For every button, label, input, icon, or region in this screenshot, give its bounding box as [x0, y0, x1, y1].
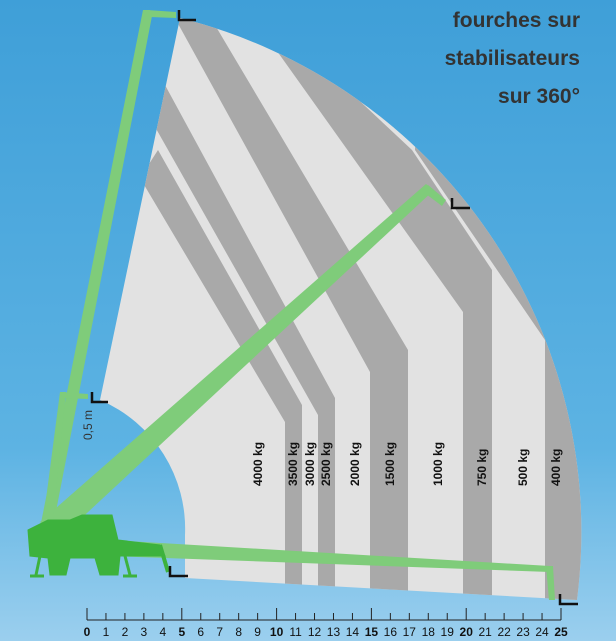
- booms: [40, 10, 555, 600]
- stabilizer: [34, 555, 42, 576]
- load-label: 2500 kg: [319, 442, 333, 486]
- title-line: stabilisateurs: [445, 47, 580, 70]
- boom-tip: [546, 566, 555, 600]
- title: fourches sur stabilisateurs sur 360°: [445, 9, 580, 108]
- machine: [27, 514, 170, 578]
- load-label: 3000 kg: [303, 442, 317, 486]
- boom-tip: [147, 10, 176, 18]
- corner-marker: [168, 566, 188, 578]
- scale-label: 20: [460, 625, 474, 639]
- load-label: 750 kg: [475, 449, 489, 486]
- title-line: fourches sur: [453, 9, 580, 32]
- scale-label: 5: [178, 625, 185, 639]
- scale-label: 2: [122, 625, 129, 639]
- scale-label: 25: [554, 625, 568, 639]
- load-band: [150, 85, 335, 600]
- scale-label: 11: [289, 625, 302, 639]
- scale-label: 23: [516, 625, 530, 639]
- scale-label: 7: [216, 625, 223, 639]
- boom-low: [110, 540, 550, 572]
- scale-label: 1: [103, 625, 110, 639]
- load-label: 2000 kg: [348, 442, 362, 486]
- machine-body: [27, 514, 166, 576]
- scale-label: 9: [254, 625, 261, 639]
- scale-label: 6: [197, 625, 204, 639]
- load-label: 1500 kg: [383, 442, 397, 486]
- corner-marker: [450, 198, 470, 210]
- load-label: 500 kg: [516, 449, 530, 486]
- load-label: 1000 kg: [431, 442, 445, 486]
- scale-label: 8: [235, 625, 242, 639]
- scale-label: 24: [535, 625, 549, 639]
- dimension-label: 0,5 m: [81, 410, 95, 440]
- scale-label: 16: [384, 625, 398, 639]
- load-band: [262, 30, 492, 600]
- corner-marker: [90, 392, 108, 404]
- scale-label: 4: [159, 625, 166, 639]
- scale-label: 12: [308, 625, 322, 639]
- scale-label: 21: [478, 625, 492, 639]
- boom-high: [40, 10, 152, 532]
- scale-label: 0: [84, 625, 91, 639]
- title-line: sur 360°: [498, 85, 580, 108]
- scale: 0 1 2 3 4 5 6 7 8 9 10 11 12 13 14 15 16 17 18 19 20 21 22 23 24…: [84, 608, 568, 639]
- fork: [158, 544, 170, 573]
- scale-label: 18: [422, 625, 436, 639]
- boom-tip: [60, 392, 88, 399]
- boom-tip: [426, 185, 446, 206]
- boom-mid: [40, 184, 434, 540]
- load-label: 3500 kg: [286, 442, 300, 486]
- scale-label: 10: [270, 625, 284, 639]
- scale-label: 19: [441, 625, 455, 639]
- corner-marker: [558, 594, 578, 606]
- scale-label: 15: [365, 625, 379, 639]
- stabilizer: [123, 555, 132, 576]
- load-band: [176, 20, 408, 600]
- scale-label: 14: [346, 625, 360, 639]
- load-labels: 4000 kg 3500 kg 3000 kg 2500 kg 2000 kg 1500 …: [251, 442, 563, 486]
- load-label: 400 kg: [549, 449, 563, 486]
- scale-label: 3: [141, 625, 148, 639]
- boom-short: [42, 392, 66, 532]
- scale-label: 17: [403, 625, 417, 639]
- scale-label: 13: [327, 625, 341, 639]
- scale-label: 22: [497, 625, 511, 639]
- corner-marker: [177, 10, 196, 22]
- markers: [90, 10, 578, 606]
- load-label: 4000 kg: [251, 442, 265, 486]
